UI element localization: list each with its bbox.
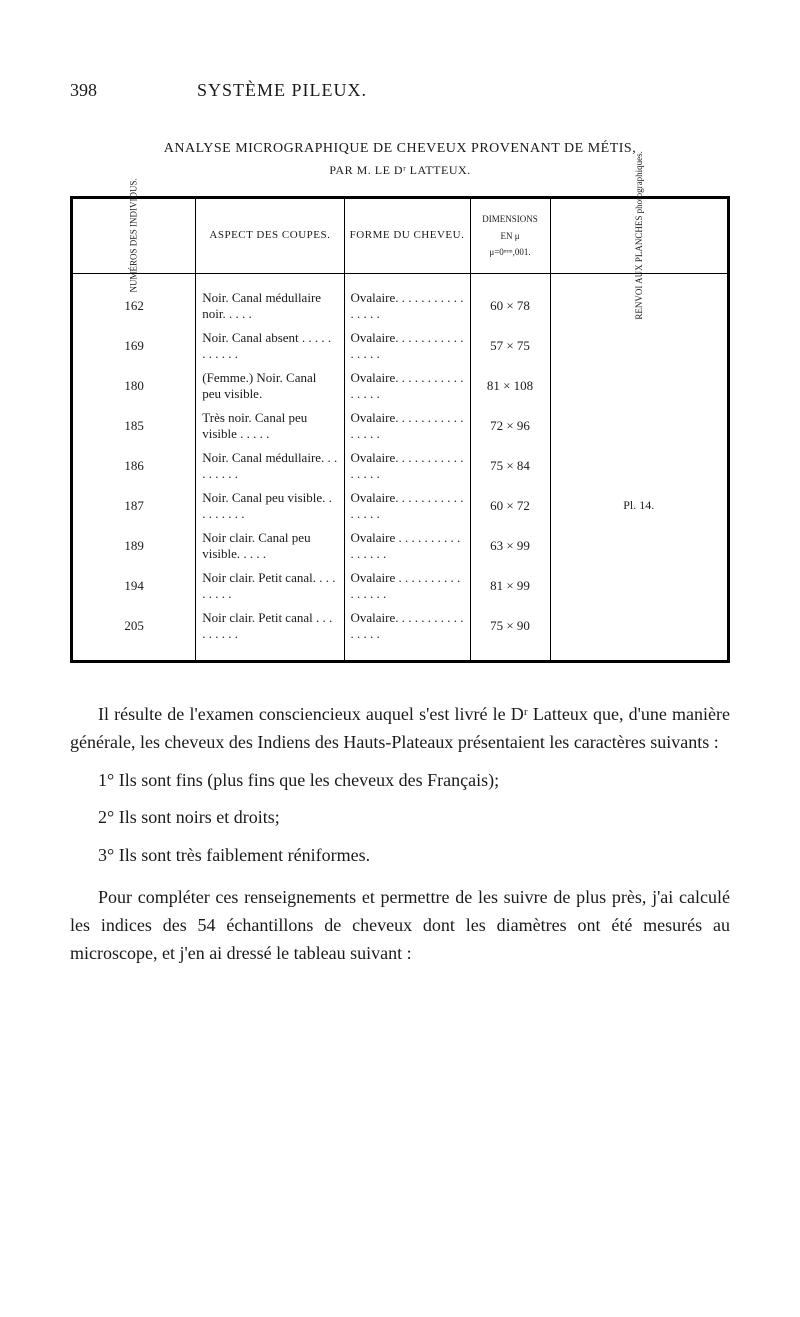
cell-dim: 75 × 90 xyxy=(470,606,550,662)
cell-renvoi xyxy=(550,326,729,366)
table-row: 169Noir. Canal absent . . . . . . . . . … xyxy=(72,326,729,366)
cell-renvoi xyxy=(550,526,729,566)
data-table: NUMÉROS DES INDIVIDUS. ASPECT DES COUPES… xyxy=(70,196,730,663)
cell-num: 205 xyxy=(72,606,196,662)
cell-renvoi xyxy=(550,446,729,486)
table-row: 180(Femme.) Noir. Canal peu visible.Oval… xyxy=(72,366,729,406)
cell-aspect: Noir clair. Petit canal . . . . . . . . … xyxy=(196,606,344,662)
col-numeros: NUMÉROS DES INDIVIDUS. xyxy=(72,198,196,274)
cell-num: 180 xyxy=(72,366,196,406)
page-number: 398 xyxy=(70,80,97,101)
cell-forme: Ovalaire. . . . . . . . . . . . . . . . xyxy=(344,273,470,326)
list-item-2: 2° Ils sont noirs et droits; xyxy=(70,804,730,832)
cell-dim: 72 × 96 xyxy=(470,406,550,446)
cell-dim: 60 × 72 xyxy=(470,486,550,526)
col-renvoi: RENVOI AUX PLANCHES photographiques. xyxy=(550,198,729,274)
cell-forme: Ovalaire. . . . . . . . . . . . . . . . xyxy=(344,486,470,526)
cell-num: 187 xyxy=(72,486,196,526)
table-row: 189Noir clair. Canal peu visible. . . . … xyxy=(72,526,729,566)
cell-dim: 60 × 78 xyxy=(470,273,550,326)
table-heading: ANALYSE MICROGRAPHIQUE DE CHEVEUX PROVEN… xyxy=(70,141,730,157)
page-title: SYSTÈME PILEUX. xyxy=(197,80,367,101)
col-aspect: ASPECT DES COUPES. xyxy=(196,198,344,274)
cell-forme: Ovalaire. . . . . . . . . . . . . . . . xyxy=(344,366,470,406)
table-subheading: PAR M. LE Dʳ LATTEUX. xyxy=(70,163,730,178)
prose-block: Il résulte de l'examen consciencieux auq… xyxy=(70,701,730,968)
cell-renvoi xyxy=(550,406,729,446)
table-row: 185Très noir. Canal peu visible . . . . … xyxy=(72,406,729,446)
cell-aspect: Noir. Canal médullaire. . . . . . . . . xyxy=(196,446,344,486)
list-item-3: 3° Ils sont très faiblement réniformes. xyxy=(70,842,730,870)
cell-forme: Ovalaire . . . . . . . . . . . . . . . . xyxy=(344,526,470,566)
cell-dim: 81 × 99 xyxy=(470,566,550,606)
list-item-1: 1° Ils sont fins (plus fins que les chev… xyxy=(70,767,730,795)
cell-dim: 57 × 75 xyxy=(470,326,550,366)
cell-aspect: Noir. Canal absent . . . . . . . . . . . xyxy=(196,326,344,366)
page-header: 398 SYSTÈME PILEUX. xyxy=(70,80,730,101)
paragraph-2: Pour compléter ces renseignements et per… xyxy=(70,884,730,968)
cell-forme: Ovalaire. . . . . . . . . . . . . . . . xyxy=(344,326,470,366)
cell-aspect: Noir clair. Petit canal. . . . . . . . . xyxy=(196,566,344,606)
table-row: 162Noir. Canal médullaire noir. . . . .O… xyxy=(72,273,729,326)
table-row: 187Noir. Canal peu visible. . . . . . . … xyxy=(72,486,729,526)
table-row: 205Noir clair. Petit canal . . . . . . .… xyxy=(72,606,729,662)
table-row: 194Noir clair. Petit canal. . . . . . . … xyxy=(72,566,729,606)
table-row: 186Noir. Canal médullaire. . . . . . . .… xyxy=(72,446,729,486)
cell-aspect: Très noir. Canal peu visible . . . . . xyxy=(196,406,344,446)
cell-num: 185 xyxy=(72,406,196,446)
col-dimensions: DIMENSIONS EN μ μ=0ᵐᵐ,001. xyxy=(470,198,550,274)
cell-dim: 63 × 99 xyxy=(470,526,550,566)
col-forme: FORME DU CHEVEU. xyxy=(344,198,470,274)
cell-renvoi xyxy=(550,366,729,406)
paragraph-1: Il résulte de l'examen consciencieux auq… xyxy=(70,701,730,757)
cell-aspect: Noir. Canal peu visible. . . . . . . . . xyxy=(196,486,344,526)
cell-forme: Ovalaire . . . . . . . . . . . . . . . . xyxy=(344,566,470,606)
cell-aspect: (Femme.) Noir. Canal peu visible. xyxy=(196,366,344,406)
cell-dim: 75 × 84 xyxy=(470,446,550,486)
cell-num: 189 xyxy=(72,526,196,566)
cell-forme: Ovalaire. . . . . . . . . . . . . . . . xyxy=(344,406,470,446)
cell-aspect: Noir clair. Canal peu visible. . . . . xyxy=(196,526,344,566)
cell-dim: 81 × 108 xyxy=(470,366,550,406)
cell-num: 169 xyxy=(72,326,196,366)
cell-aspect: Noir. Canal médullaire noir. . . . . xyxy=(196,273,344,326)
cell-num: 186 xyxy=(72,446,196,486)
cell-forme: Ovalaire. . . . . . . . . . . . . . . . xyxy=(344,446,470,486)
cell-renvoi: Pl. 14. xyxy=(550,486,729,526)
cell-renvoi xyxy=(550,566,729,606)
cell-num: 194 xyxy=(72,566,196,606)
cell-forme: Ovalaire. . . . . . . . . . . . . . . . xyxy=(344,606,470,662)
cell-renvoi xyxy=(550,606,729,662)
